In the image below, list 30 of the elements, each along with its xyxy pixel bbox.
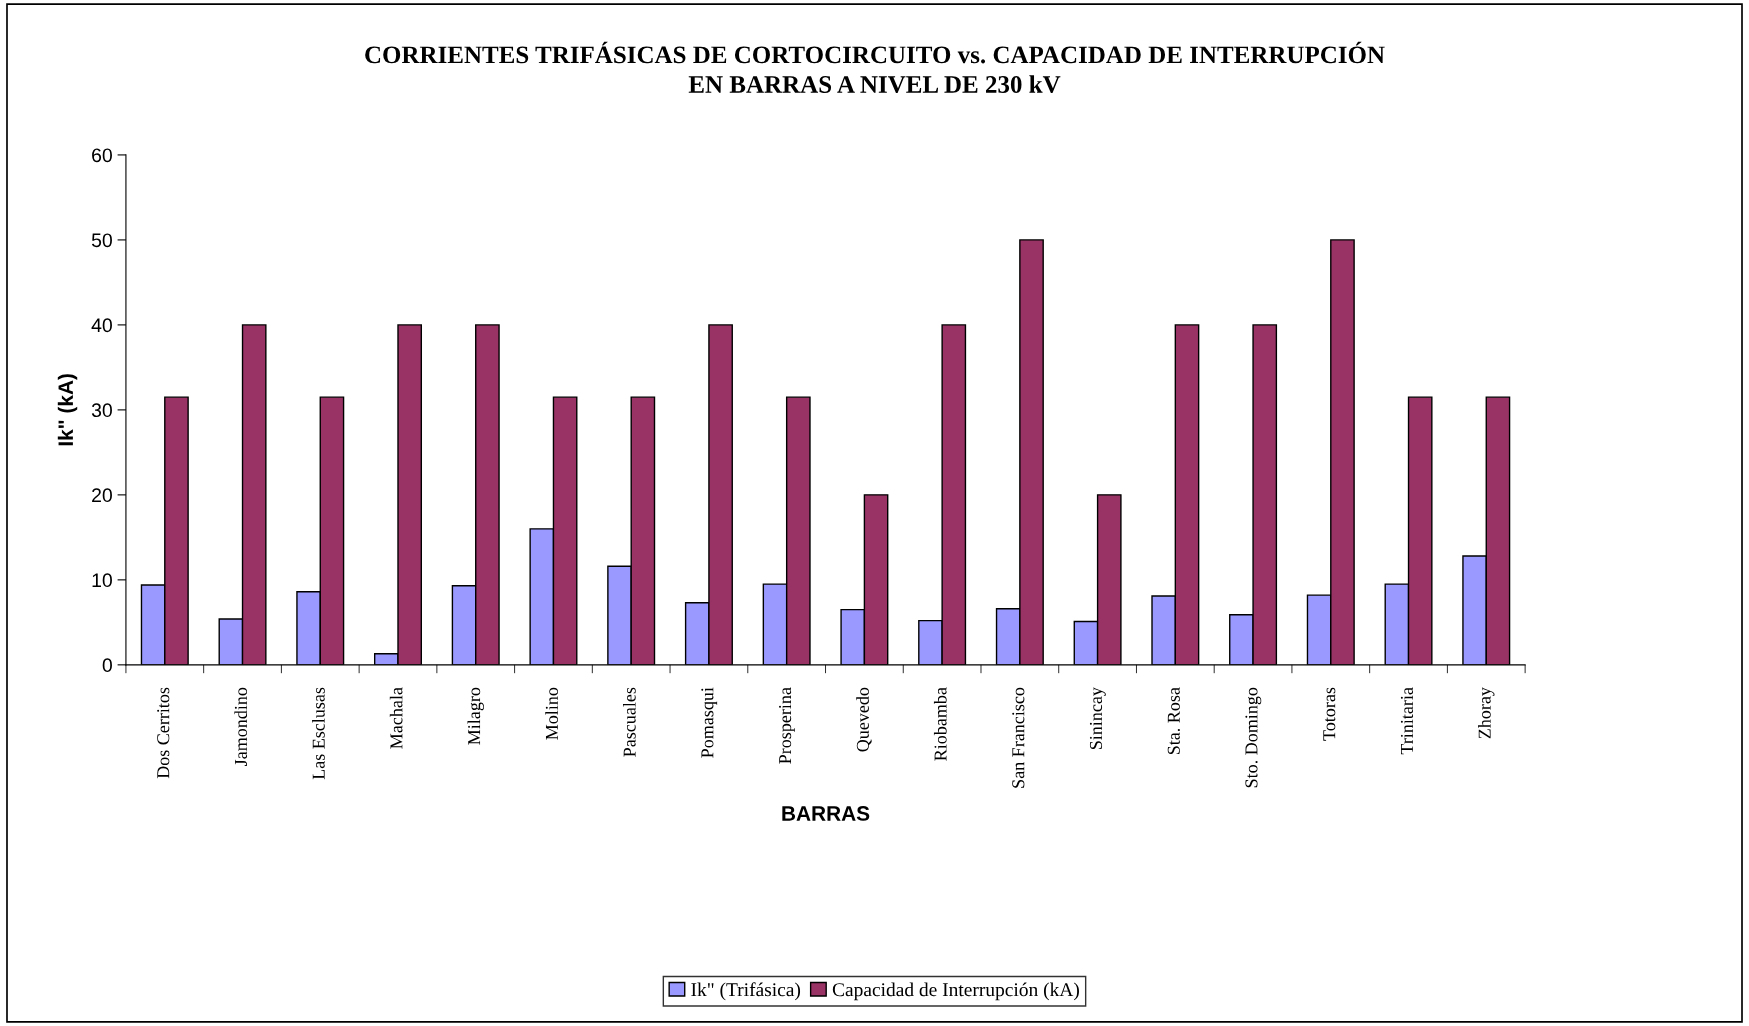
x-tick-label: Las Esclusas [312,687,325,780]
legend-label: Capacidad de Interrupción (kA) [832,982,1079,1001]
x-tick-label: Dos Cerritos [157,687,170,779]
y-tick-label: 30 [91,403,112,418]
legend-label: Ik" (Trifásica) [691,982,801,1001]
x-tick-label: Sto. Domingo [1245,687,1262,788]
y-tick-label: 40 [91,318,112,333]
x-tick-label: Sta. Rosa [1167,687,1180,755]
x-tick-label: Riobamba [933,687,947,761]
y-tick-label: 50 [91,233,112,248]
x-tick-label: Totoras [1323,687,1336,741]
x-tick-label: Trinitaria [1400,687,1414,755]
x-tick-label: Molino [545,687,558,740]
x-tick-label: Zhoray [1478,687,1495,739]
x-tick-label: Pomasqui [701,687,718,758]
x-tick-label: San Francisco [1012,687,1025,788]
x-tick-label: Sinincay [1089,687,1106,750]
x-tick-label: Jamondino [234,687,248,766]
x-tick-label: Machala [389,687,403,749]
y-axis-title: Ik" (kA) [57,374,78,446]
x-axis-title: BARRAS [782,806,870,821]
x-tick-label: Prosperina [779,687,795,764]
x-tick-label: Pascuales [623,687,636,757]
y-tick-label: 60 [92,148,112,163]
x-tick-label: Milagro [467,687,484,745]
chart-title: CORRIENTES TRIFÁSICAS DE CORTOCIRCUITO vs. CAPACIDAD DE INTERRUPCIÓN EN BARRAS A NIVEL DE 230 kV [365,41,1385,94]
y-tick-label: 10 [92,573,112,588]
y-tick-label: 20 [92,488,112,503]
x-tick-label: Quevedo [856,687,872,752]
y-tick-label: 0 [102,658,112,673]
